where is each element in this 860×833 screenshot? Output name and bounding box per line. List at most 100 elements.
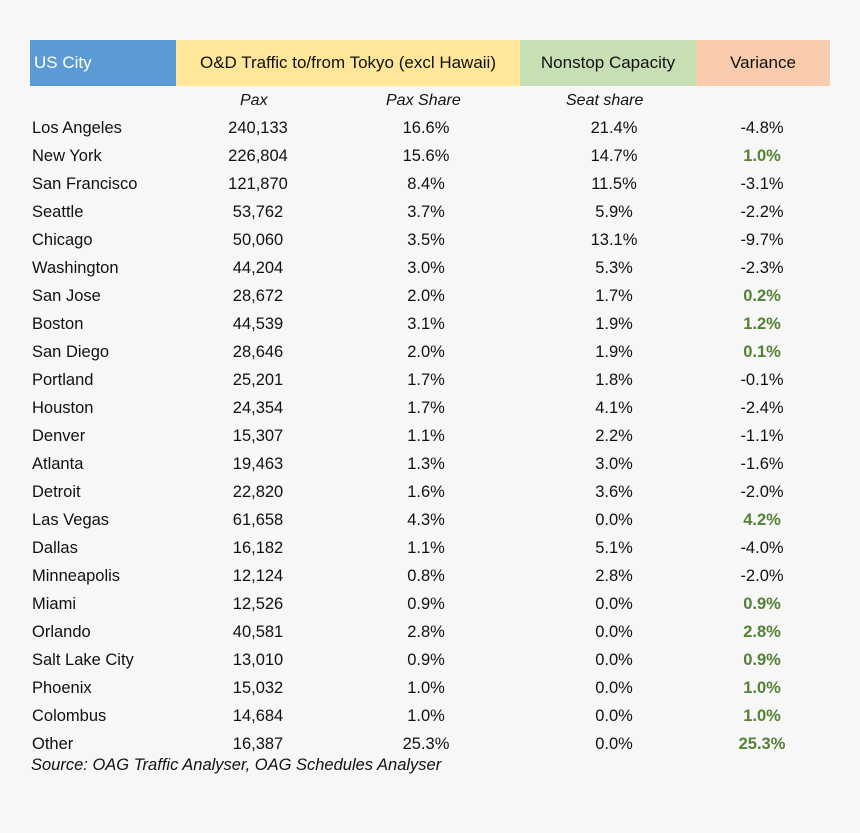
variance-cell: 0.2% xyxy=(743,287,781,305)
pax-cell: 12,124 xyxy=(232,567,284,585)
city-cell: Atlanta xyxy=(32,455,84,473)
city-cell: Chicago xyxy=(32,231,93,249)
city-cell: San Diego xyxy=(32,343,110,361)
seat-share-cell: 0.0% xyxy=(595,651,633,669)
pax-share-cell: 1.1% xyxy=(407,427,445,445)
pax-cell: 121,870 xyxy=(228,175,288,193)
table-row: Washington 44,204 3.0% 5.3% -2.3% xyxy=(30,254,830,282)
table-row: Other 16,387 25.3% 0.0% 25.3% xyxy=(30,730,830,758)
header-od-traffic: O&D Traffic to/from Tokyo (excl Hawaii) xyxy=(176,40,520,86)
pax-cell: 240,133 xyxy=(228,119,288,137)
variance-cell: -4.0% xyxy=(740,539,784,557)
pax-cell: 50,060 xyxy=(232,231,284,249)
seat-share-cell: 3.6% xyxy=(595,483,633,501)
city-cell: Los Angeles xyxy=(32,119,122,137)
seat-share-cell: 0.0% xyxy=(595,511,633,529)
city-cell: Salt Lake City xyxy=(32,651,134,669)
seat-share-cell: 1.7% xyxy=(595,287,633,305)
pax-share-cell: 1.6% xyxy=(407,483,445,501)
variance-cell: -3.1% xyxy=(740,175,784,193)
variance-cell: 1.0% xyxy=(743,147,781,165)
table-row: Dallas 16,182 1.1% 5.1% -4.0% xyxy=(30,534,830,562)
table-row: Boston 44,539 3.1% 1.9% 1.2% xyxy=(30,310,830,338)
seat-share-cell: 1.9% xyxy=(595,315,633,333)
pax-cell: 15,032 xyxy=(232,679,284,697)
seat-share-cell: 0.0% xyxy=(595,623,633,641)
pax-share-cell: 16.6% xyxy=(402,119,450,137)
pax-share-cell: 3.5% xyxy=(407,231,445,249)
seat-share-cell: 5.3% xyxy=(595,259,633,277)
seat-share-cell: 11.5% xyxy=(591,175,637,193)
table-row: Minneapolis 12,124 0.8% 2.8% -2.0% xyxy=(30,562,830,590)
seat-share-cell: 0.0% xyxy=(595,707,633,725)
city-cell: Boston xyxy=(32,315,84,333)
pax-share-cell: 3.1% xyxy=(407,315,445,333)
city-cell: Orlando xyxy=(32,623,91,641)
table-row: Orlando 40,581 2.8% 0.0% 2.8% xyxy=(30,618,830,646)
variance-cell: -2.2% xyxy=(740,203,784,221)
table-row: Houston 24,354 1.7% 4.1% -2.4% xyxy=(30,394,830,422)
pax-cell: 53,762 xyxy=(232,203,284,221)
variance-cell: 4.2% xyxy=(743,511,781,529)
pax-cell: 15,307 xyxy=(232,427,284,445)
pax-cell: 44,204 xyxy=(232,259,284,277)
pax-share-cell: 1.3% xyxy=(407,455,445,473)
seat-share-cell: 0.0% xyxy=(595,595,633,613)
header-variance: Variance xyxy=(696,40,830,86)
table-row: San Diego 28,646 2.0% 1.9% 0.1% xyxy=(30,338,830,366)
city-cell: Washington xyxy=(32,259,119,277)
source-note: Source: OAG Traffic Analyser, OAG Schedu… xyxy=(31,756,442,774)
seat-share-cell: 0.0% xyxy=(595,735,633,753)
pax-share-cell: 2.0% xyxy=(407,343,445,361)
table-row: New York 226,804 15.6% 14.7% 1.0% xyxy=(30,142,830,170)
pax-share-cell: 1.0% xyxy=(407,707,445,725)
seat-share-cell: 2.8% xyxy=(595,567,633,585)
pax-cell: 28,646 xyxy=(232,343,284,361)
subheader-pax: Pax xyxy=(240,92,268,109)
seat-share-cell: 1.9% xyxy=(595,343,633,361)
city-cell: Phoenix xyxy=(32,679,92,697)
pax-cell: 12,526 xyxy=(232,595,284,613)
seat-share-cell: 5.1% xyxy=(595,539,633,557)
city-cell: Seattle xyxy=(32,203,84,221)
seat-share-cell: 21.4% xyxy=(590,119,638,137)
city-cell: Other xyxy=(32,735,74,753)
pax-share-cell: 1.0% xyxy=(407,679,445,697)
pax-share-cell: 4.3% xyxy=(407,511,445,529)
table-row: San Francisco 121,870 8.4% 11.5% -3.1% xyxy=(30,170,830,198)
variance-cell: -2.4% xyxy=(740,399,784,417)
city-cell: Detroit xyxy=(32,483,81,501)
pax-cell: 13,010 xyxy=(232,651,284,669)
pax-cell: 16,387 xyxy=(232,735,284,753)
variance-cell: -2.3% xyxy=(740,259,784,277)
pax-share-cell: 3.7% xyxy=(407,203,445,221)
variance-cell: -1.1% xyxy=(740,427,784,445)
subheader-seat-share: Seat share xyxy=(566,92,644,109)
variance-cell: 0.9% xyxy=(743,651,781,669)
city-cell: Portland xyxy=(32,371,94,389)
header-nonstop-capacity: Nonstop Capacity xyxy=(520,40,696,86)
pax-cell: 44,539 xyxy=(232,315,284,333)
table-row: Chicago 50,060 3.5% 13.1% -9.7% xyxy=(30,226,830,254)
pax-share-cell: 15.6% xyxy=(402,147,450,165)
variance-cell: -2.0% xyxy=(740,483,784,501)
pax-share-cell: 0.9% xyxy=(407,595,445,613)
variance-cell: -2.0% xyxy=(740,567,784,585)
table-row: Denver 15,307 1.1% 2.2% -1.1% xyxy=(30,422,830,450)
seat-share-cell: 1.8% xyxy=(595,371,633,389)
pax-cell: 25,201 xyxy=(232,371,284,389)
seat-share-cell: 2.2% xyxy=(595,427,633,445)
variance-cell: -4.8% xyxy=(740,119,784,137)
pax-share-cell: 3.0% xyxy=(407,259,445,277)
variance-cell: 1.0% xyxy=(743,679,781,697)
table-row: Detroit 22,820 1.6% 3.6% -2.0% xyxy=(30,478,830,506)
variance-cell: 0.1% xyxy=(743,343,781,361)
pax-share-cell: 1.7% xyxy=(407,371,445,389)
pax-share-cell: 25.3% xyxy=(402,735,450,753)
pax-cell: 22,820 xyxy=(232,483,284,501)
table-row: Los Angeles 240,133 16.6% 21.4% -4.8% xyxy=(30,114,830,142)
variance-cell: -9.7% xyxy=(740,231,784,249)
header-us-city: US City xyxy=(30,40,176,86)
subheader-pax-share: Pax Share xyxy=(386,92,461,109)
table-row: Seattle 53,762 3.7% 5.9% -2.2% xyxy=(30,198,830,226)
